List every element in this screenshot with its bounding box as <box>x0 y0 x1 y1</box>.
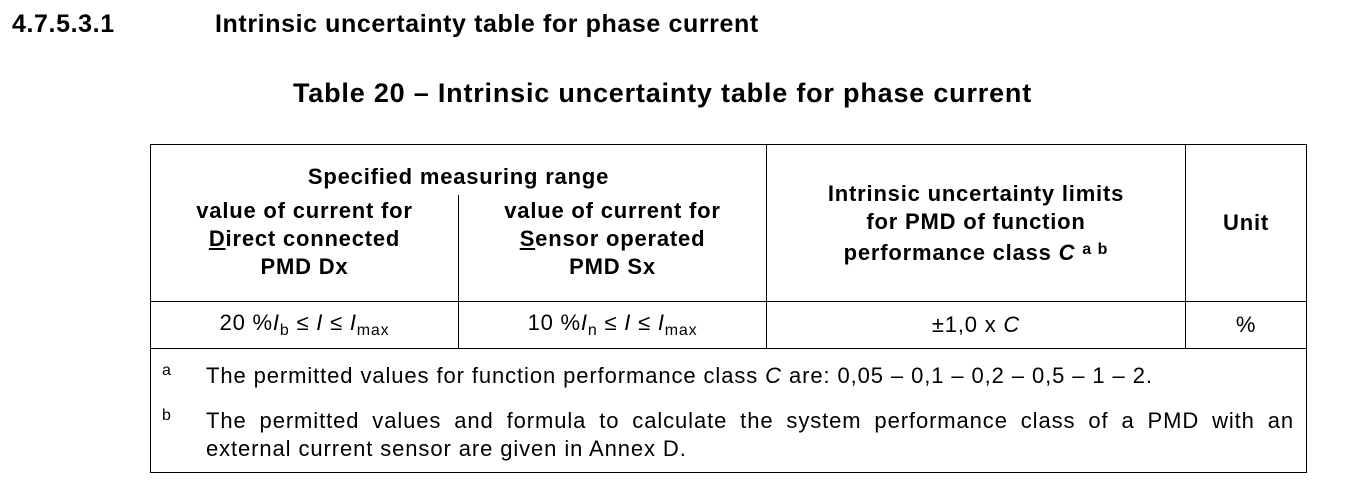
cell-direct-range: 20 %Ib ≤ I ≤ Imax <box>150 301 459 349</box>
header-col1-line1: value of current for <box>196 198 413 223</box>
footnote-a: a The permitted values for function perfo… <box>151 362 1306 390</box>
clause-title: Intrinsic uncertainty table for phase cu… <box>215 10 759 38</box>
header-col3-line1: Intrinsic uncertainty limits <box>827 180 1125 206</box>
footnote-a-mark: a <box>162 362 172 379</box>
footnote-a-values: are: 0,05 – 0,1 – 0,2 – 0,5 – 1 – 2. <box>781 363 1153 388</box>
table-footnotes: a The permitted values for function perfo… <box>149 348 1308 473</box>
header-col2-line1: value of current for <box>504 198 721 223</box>
header-intrinsic-uncertainty: Intrinsic uncertainty limits for PMD of … <box>766 144 1187 302</box>
header-col1-line2: irect connected <box>225 226 401 251</box>
header-specified-measuring-range: Specified measuring range <box>149 144 768 195</box>
cell-uncertainty-limit: ±1,0 x C <box>766 301 1187 349</box>
cell-unit: % <box>1185 301 1308 349</box>
header-col3-symbol: C <box>1058 239 1076 265</box>
header-direct-connected: value of current for Direct connected PM… <box>150 195 459 302</box>
header-sensor-operated: value of current for Sensor operated PMD… <box>457 195 768 302</box>
header-col3-line3: performance class <box>843 239 1052 265</box>
header-col2-initial: S <box>519 226 536 251</box>
header-col3-line2: for PMD of function <box>866 208 1086 234</box>
clause-heading: 4.7.5.3.1 Intrinsic uncertainty table for… <box>12 10 759 39</box>
uncertainty-table: Specified measuring range Intrinsic unce… <box>149 144 1308 473</box>
table-caption: Table 20 – Intrinsic uncertainty table f… <box>293 78 1032 108</box>
header-col2-line3: PMD Sx <box>569 254 656 279</box>
footnote-b: b The permitted values and formula to cal… <box>151 407 1306 463</box>
header-col2-line2: ensor operated <box>535 226 706 251</box>
footnote-b-text: The permitted values and formula to calc… <box>206 408 1295 461</box>
header-col1-initial: D <box>208 226 226 251</box>
footnote-a-text: The permitted values for function perfor… <box>206 363 766 388</box>
header-col1-line3: PMD Dx <box>260 254 349 279</box>
footnote-a-symbol: C <box>765 363 782 388</box>
clause-number: 4.7.5.3.1 <box>12 10 115 38</box>
cell-sensor-range: 10 %In ≤ I ≤ Imax <box>457 301 768 349</box>
header-unit: Unit <box>1185 144 1308 302</box>
header-col3-footnote-refs: a b <box>1082 240 1109 258</box>
footnote-b-mark: b <box>162 407 172 424</box>
